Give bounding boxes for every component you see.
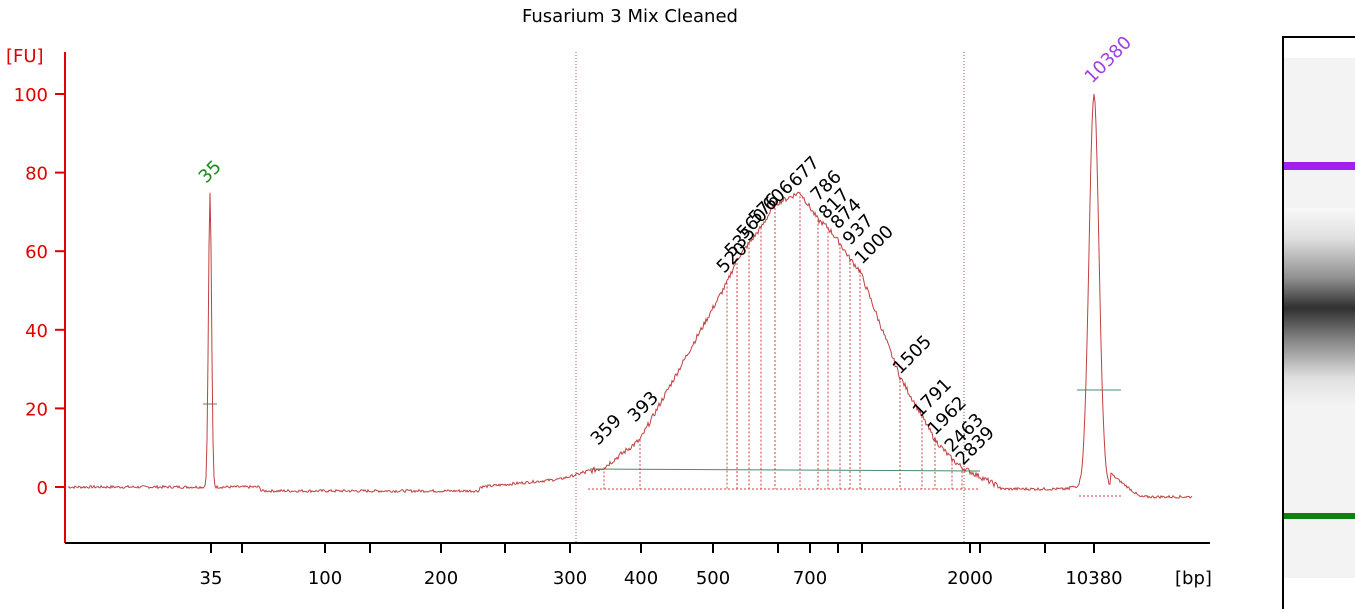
lower-marker-band — [1284, 513, 1355, 519]
x-tick-label: 200 — [424, 568, 458, 589]
x-axis-label: [bp] — [1175, 568, 1212, 589]
fragment-label-393: 393 — [624, 387, 663, 426]
x-tick-label: 300 — [553, 568, 587, 589]
upper-marker-label: 10380 — [1081, 32, 1136, 87]
lower-marker-label: 35 — [195, 156, 226, 187]
y-tick-label: 0 — [37, 478, 48, 499]
x-tick-label: 35 — [200, 568, 223, 589]
fragment-label-1505: 1505 — [889, 331, 936, 378]
y-tick-label: 80 — [25, 164, 48, 185]
x-tick-label: 700 — [793, 568, 827, 589]
y-tick-label: 60 — [25, 242, 48, 263]
x-tick-label: 2000 — [947, 568, 993, 589]
y-tick-label: 40 — [25, 321, 48, 342]
peak-baselines — [203, 389, 1121, 472]
y-tick-label: 100 — [14, 85, 48, 106]
fluorescence-trace — [67, 94, 1193, 499]
smear-band — [1284, 208, 1355, 408]
fragment-drop-lines — [603, 192, 963, 489]
x-tick-label: 10380 — [1065, 568, 1122, 589]
chart-title: Fusarium 3 Mix Cleaned — [522, 6, 738, 27]
y-axis-ticks: 0 20 40 60 80 100 — [14, 85, 65, 499]
x-tick-label: 400 — [624, 568, 658, 589]
x-tick-label: 500 — [696, 568, 730, 589]
fragment-label-359: 359 — [587, 410, 626, 449]
y-tick-label: 20 — [25, 399, 48, 420]
x-axis-ticks: 35 100 200 300 400 500 700 2000 10380 — [200, 543, 1123, 589]
upper-marker-band — [1284, 162, 1355, 170]
x-tick-label: 100 — [308, 568, 342, 589]
y-axis-label: [FU] — [6, 46, 44, 67]
electropherogram-chart: 0 20 40 60 80 100 [FU] 35 100 200 300 400 500 700 20… — [6, 32, 1212, 589]
gel-image — [1282, 36, 1355, 609]
peak-labels: 3510380359393520535560576606677786817874… — [195, 32, 1136, 469]
